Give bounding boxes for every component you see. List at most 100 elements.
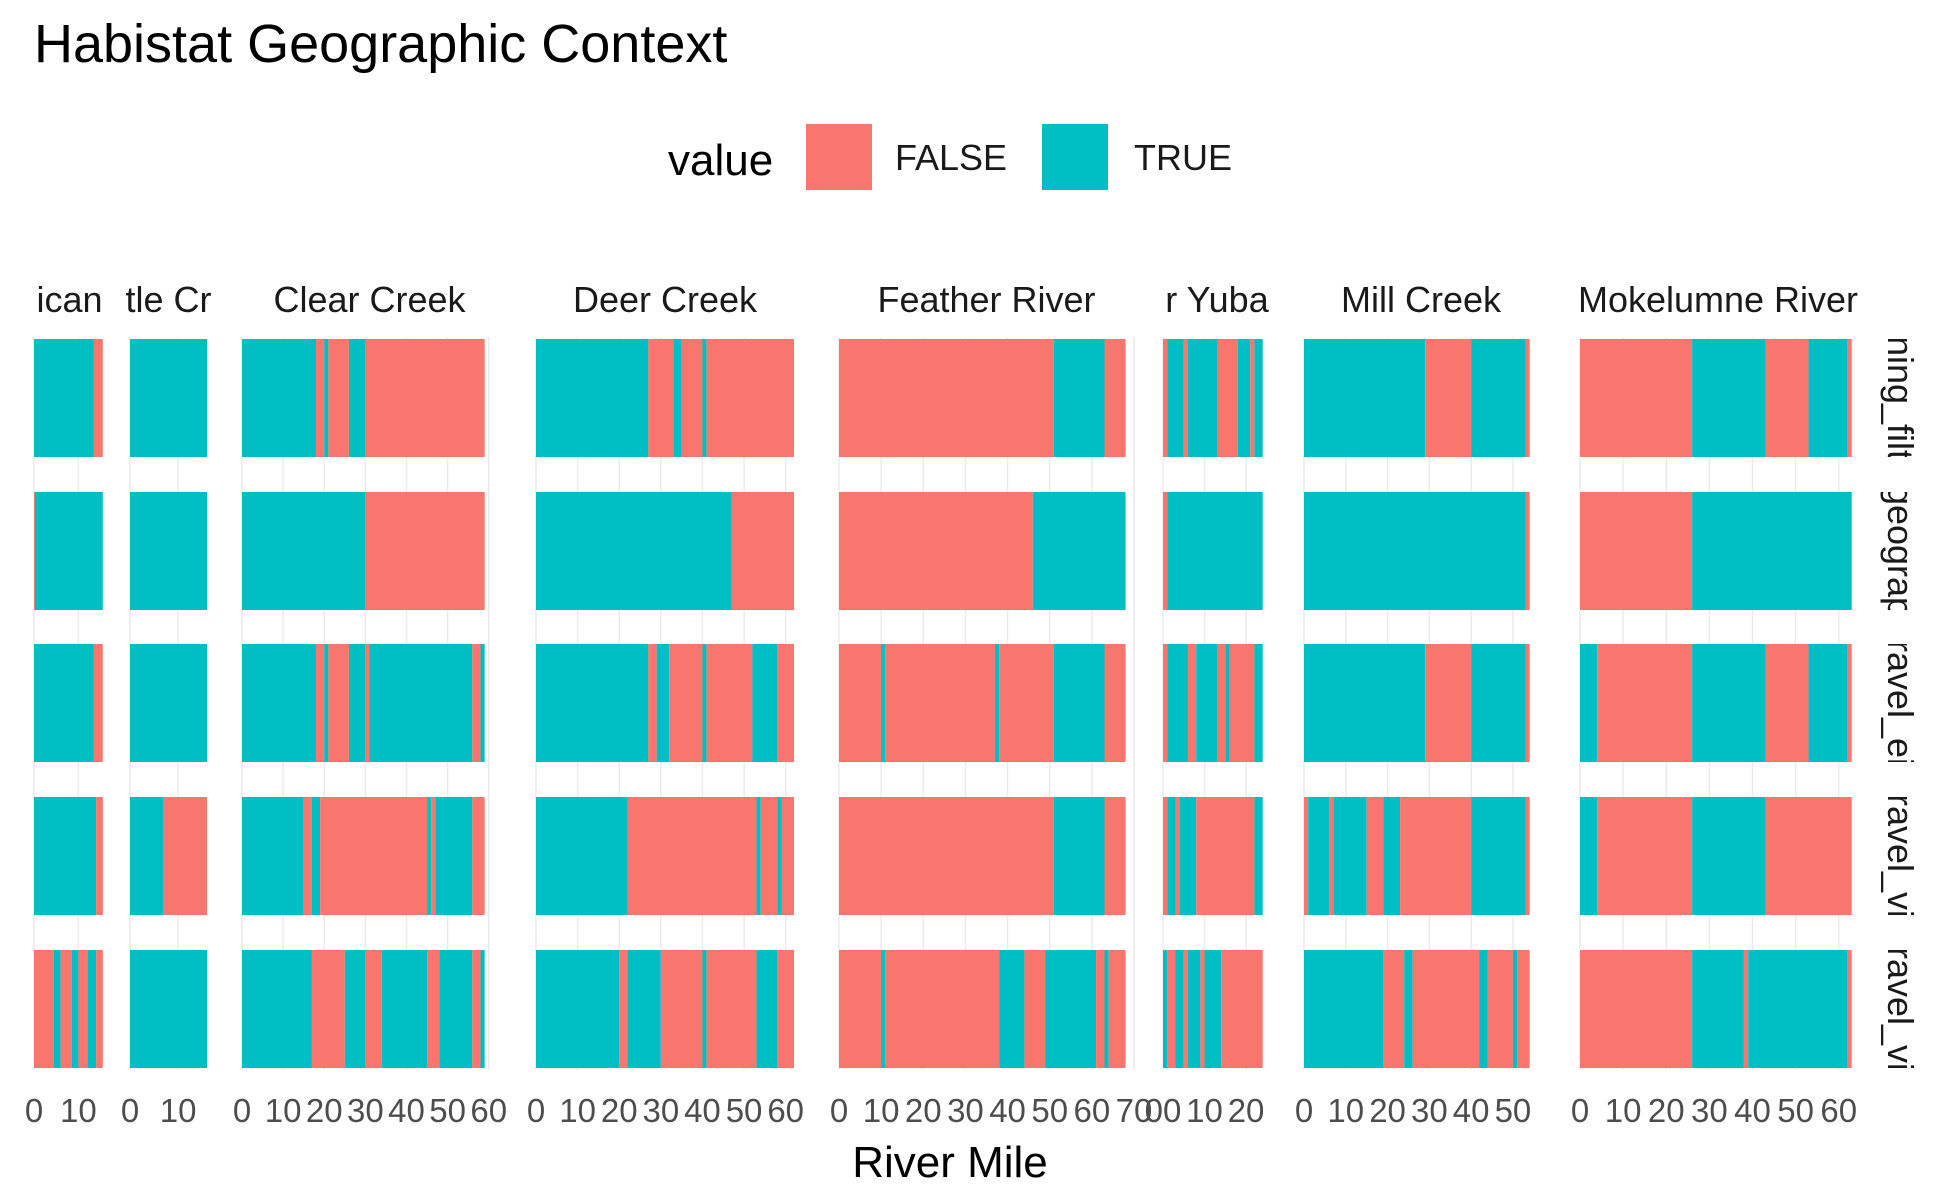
segment-bar [760,797,778,915]
x-tick-label: 10 [559,1092,596,1129]
segment-bar [1580,339,1693,457]
facet-panel: ican 0 10 [25,279,103,1129]
segment-bar [536,644,649,762]
segment-bar [839,492,1033,610]
segment-bar [1196,644,1217,762]
segment-bar [480,644,485,762]
segment-bar [627,797,757,915]
segment-bar [1221,950,1263,1068]
segment-bar [1304,492,1526,610]
segment-bar [1217,644,1226,762]
x-tick-label: 10 [1327,1092,1364,1129]
x-tick-label: 0 [830,1092,848,1129]
segment-bar [706,950,757,1068]
row-label-wrap: ravel_vi [1880,794,1921,918]
segment-bar [1765,339,1809,457]
segment-bar [731,492,794,610]
facet-row-label: ravel_vi [1880,794,1921,918]
segment-bar [536,950,620,1068]
segment-bar [839,644,882,762]
segment-bar [242,950,312,1068]
legend-label-false: FALSE [895,137,1007,178]
segment-bar [1517,950,1530,1068]
segment-bar [34,339,94,457]
x-tick-label: 40 [989,1092,1026,1129]
segment-bar [1525,339,1530,457]
segment-bar [1479,950,1488,1068]
segment-bar [1304,339,1426,457]
segment-bar [1053,797,1105,915]
segment-bar [1167,644,1188,762]
x-tick-label: 40 [1453,1092,1490,1129]
x-tick-label: 20 [601,1092,638,1129]
segment-bar [34,644,94,762]
x-tick-label: 10 [1605,1092,1642,1129]
segment-bar [1163,950,1168,1068]
x-tick-label: 40 [684,1092,721,1129]
facet-panel: tle Cr 0 10 [121,279,212,1129]
segment-bar [1163,339,1168,457]
segment-bar [1104,339,1126,457]
x-tick-label: 70 [1116,1092,1153,1129]
segment-bar [706,339,794,457]
segment-bar [1425,339,1472,457]
segment-bar [1183,339,1188,457]
segment-bar [328,644,349,762]
segment-bar [1250,339,1255,457]
segment-bar [1743,950,1749,1068]
x-tick-label: 50 [1777,1092,1814,1129]
segment-bar [369,644,473,762]
segment-bar [1045,950,1097,1068]
segment-bar [619,950,628,1068]
segment-bar [1580,492,1693,610]
facet-panel: Deer Creek 0 10 20 30 40 50 60 [527,279,804,1129]
segment-bar [1304,644,1426,762]
x-tick-label: 10 [160,1092,197,1129]
segment-bar [1204,950,1222,1068]
segment-bar [1053,644,1105,762]
segment-bar [1404,950,1413,1068]
segment-bar [1032,492,1126,610]
segment-bar [1225,644,1230,762]
x-tick-label: 0 [527,1092,545,1129]
facet-row-label: geograp [1880,485,1921,617]
segment-bar [1183,950,1188,1068]
facet-row-label: ravel_vi [1880,947,1921,1071]
x-tick-label: 30 [1691,1092,1728,1129]
segment-bar [1108,950,1126,1068]
segment-bar [1525,644,1530,762]
segment-bar [777,644,794,762]
segment-bar [34,950,54,1068]
segment-bar [60,950,72,1068]
segment-bar [1383,950,1405,1068]
segment-bar [1333,797,1367,915]
row-label-wrap: ning_filt [1880,339,1921,457]
segment-bar [163,797,207,915]
segment-bar [1217,339,1238,457]
segment-bar [1425,644,1472,762]
facet-strip-label: Feather River [877,279,1095,320]
segment-bar [1580,797,1598,915]
segment-bar [1179,797,1197,915]
segment-bar [1163,492,1168,610]
segment-bar [1175,950,1184,1068]
segment-bar [78,950,88,1068]
segment-bar [777,797,782,915]
segment-bar [1229,644,1255,762]
segment-bar [480,950,485,1068]
segment-bar [130,492,207,610]
facet-strip-label: ican [36,279,102,320]
segment-bar [472,950,481,1068]
x-tick-label: 20 [905,1092,942,1129]
facet-strip-label: Mokelumne River [1578,279,1858,320]
segment-bar [93,644,103,762]
segment-bar [1196,797,1255,915]
segment-bar [130,644,207,762]
x-tick-label: 0 [25,1092,43,1129]
segment-bar [881,950,886,1068]
segment-bar [242,797,304,915]
segment-bar [303,797,312,915]
segment-bar [1366,797,1384,915]
x-tick-label: 30 [947,1092,984,1129]
x-tick-label: 10 [1186,1092,1223,1129]
